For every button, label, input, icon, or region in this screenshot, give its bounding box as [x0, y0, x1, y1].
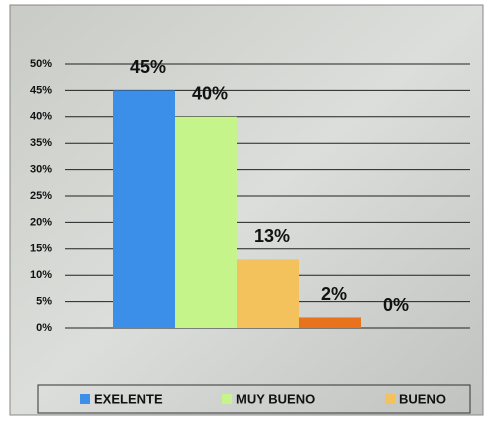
value-label: 2% [321, 284, 347, 304]
y-tick-label: 40% [30, 111, 52, 123]
legend-label: BUENO [399, 391, 446, 406]
y-tick-label: 45% [30, 84, 52, 96]
bar [237, 259, 299, 328]
y-tick-label: 35% [30, 137, 52, 149]
bar [299, 317, 361, 328]
value-label: 13% [254, 226, 290, 246]
y-tick-label: 25% [30, 190, 52, 202]
legend-label: EXELENTE [94, 391, 163, 406]
legend-label: MUY BUENO [236, 391, 315, 406]
y-tick-label: 20% [30, 216, 52, 228]
bar [175, 116, 237, 328]
value-label: 45% [130, 57, 166, 77]
legend-swatch [222, 394, 232, 404]
y-tick-label: 30% [30, 164, 52, 176]
chart-area [9, 4, 484, 416]
legend-swatch [385, 394, 395, 404]
y-tick-label: 10% [30, 269, 52, 281]
y-tick-label: 15% [30, 243, 52, 255]
y-tick-label: 5% [36, 296, 52, 308]
y-tick-label: 0% [36, 322, 52, 334]
value-label: 40% [192, 84, 228, 104]
legend-box [37, 384, 471, 414]
value-label: 0% [383, 295, 409, 315]
legend-swatch [80, 394, 90, 404]
bar [113, 90, 175, 329]
y-tick-label: 50% [30, 58, 52, 70]
